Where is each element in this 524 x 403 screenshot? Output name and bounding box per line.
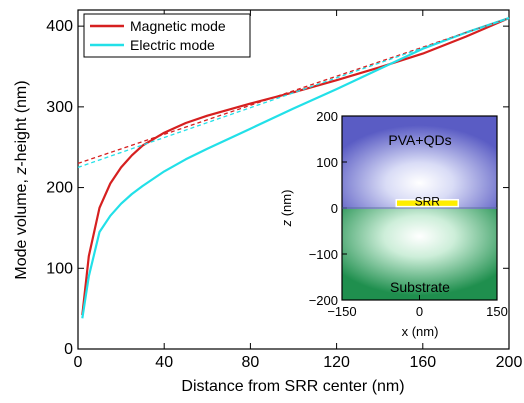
main-axis-ticks: 0 40 80 120 160 200 0 100 200 300 400 xyxy=(46,10,522,371)
series-line-1 xyxy=(81,17,510,319)
y-axis-label-part: -height (nm) xyxy=(13,80,30,166)
main-series-group xyxy=(77,17,510,319)
srr-structure xyxy=(395,198,459,208)
dashed-fit-line-3 xyxy=(77,17,510,169)
y-axis-label-italic: z xyxy=(13,167,30,176)
inset-y-tick-label: −100 xyxy=(309,247,338,262)
inset-x-label: x (nm) xyxy=(402,324,439,339)
y-tick-label: 100 xyxy=(46,260,73,277)
inset-region-bottom xyxy=(342,209,497,300)
inset-x-tick-label: 150 xyxy=(486,304,508,319)
x-axis-label: Distance from SRR center (nm) xyxy=(181,378,404,395)
inset-x-tick-label: 0 xyxy=(416,304,423,319)
srr-label: SRR xyxy=(415,195,441,209)
inset-y-tick-label: −200 xyxy=(309,293,338,308)
inset-y-label-italic: z xyxy=(279,219,294,227)
inset-region-top xyxy=(342,116,497,209)
x-tick-label: 40 xyxy=(155,354,173,371)
x-tick-label: 160 xyxy=(409,354,436,371)
inset-y-tick-label: 0 xyxy=(331,201,338,216)
x-tick-label: 80 xyxy=(242,354,260,371)
legend-magnetic-label: Magnetic mode xyxy=(130,18,226,34)
inset-x-tick-label: −150 xyxy=(327,304,356,319)
legend-electric-label: Electric mode xyxy=(130,37,215,53)
main-plot-frame xyxy=(77,9,510,350)
y-axis-label: Mode volume, z-height (nm) xyxy=(13,80,30,279)
x-tick-label: 0 xyxy=(74,354,83,371)
region-label-bottom: Substrate xyxy=(390,279,450,295)
y-tick-label: 400 xyxy=(46,18,73,35)
legend: Magnetic mode Electric mode xyxy=(83,13,251,58)
inset-y-tick-label: 200 xyxy=(316,109,338,124)
y-tick-label: 300 xyxy=(46,99,73,116)
inset-y-label-unit: (nm) xyxy=(279,190,294,220)
x-tick-label: 200 xyxy=(496,354,523,371)
inset-y-label: z (nm) xyxy=(279,190,294,228)
inset-plot: SRR PVA+QDs Substrate −150 0 150 −200 −100 0 1… xyxy=(279,109,508,339)
y-tick-label: 0 xyxy=(64,341,73,358)
region-label-top: PVA+QDs xyxy=(388,132,451,148)
legend-box xyxy=(83,13,251,58)
x-tick-label: 120 xyxy=(323,354,350,371)
y-axis-label-part: Mode volume, xyxy=(13,175,30,280)
inset-axis-ticks: −150 0 150 −200 −100 0 100 200 xyxy=(309,109,508,319)
y-tick-label: 200 xyxy=(46,180,73,197)
main-plot: 0 40 80 120 160 200 0 100 200 300 400 Distance fro… xyxy=(13,9,522,395)
inset-y-tick-label: 100 xyxy=(316,155,338,170)
